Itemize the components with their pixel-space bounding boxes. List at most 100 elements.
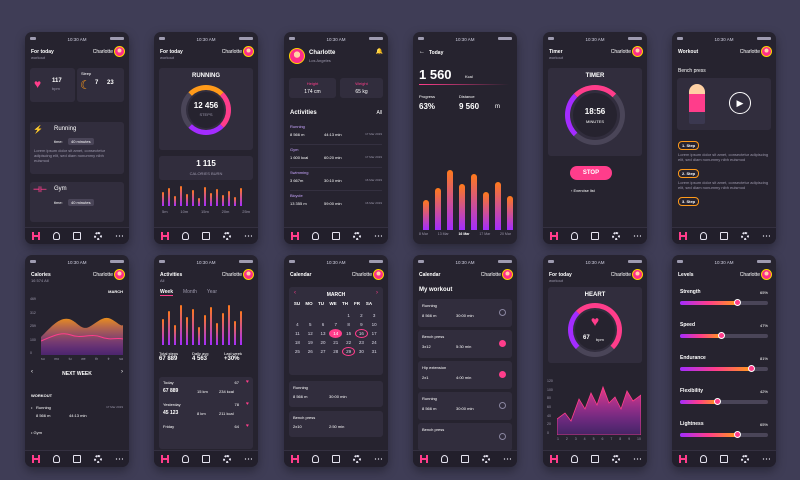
user-icon[interactable] <box>311 455 319 463</box>
calendar-day[interactable]: 27 <box>320 349 326 354</box>
sleep-card[interactable]: Sleep ☾ 7 23 <box>77 68 124 102</box>
calendar-day[interactable]: 15 <box>346 331 352 336</box>
avatar[interactable] <box>114 269 125 280</box>
level-slider[interactable] <box>680 299 768 306</box>
avatar[interactable] <box>114 46 125 57</box>
fitness-icon[interactable] <box>678 232 687 240</box>
event-card[interactable]: Bench press 2x10 2:50 min <box>289 411 383 437</box>
calendar-icon[interactable] <box>72 455 81 463</box>
list-item[interactable]: • Running 17 Mar 2019 8 566 m 44:13 min <box>31 405 123 418</box>
calendar-day[interactable]: 18 <box>294 340 300 345</box>
gear-icon[interactable] <box>352 232 361 240</box>
gym-card[interactable]: ⊣⊢ Gym time: 40 minutes <box>30 182 124 222</box>
more-icon[interactable] <box>243 235 252 237</box>
more-icon[interactable] <box>761 235 770 237</box>
list-item[interactable]: Running 8 566 m 30:00 min <box>418 299 512 327</box>
fitness-icon[interactable] <box>549 455 558 463</box>
user-icon[interactable] <box>181 232 189 240</box>
avatar[interactable] <box>373 269 384 280</box>
calendar-icon[interactable] <box>72 232 81 240</box>
list-item[interactable]: Bench press <box>418 423 512 451</box>
more-icon[interactable] <box>632 458 641 460</box>
stop-button[interactable]: STOP <box>570 166 612 180</box>
avatar[interactable] <box>761 46 772 57</box>
step-3[interactable]: 3. Step <box>678 197 700 206</box>
calendar-day[interactable]: 19 <box>307 340 313 345</box>
calendar-icon[interactable] <box>331 232 340 240</box>
slider-handle[interactable] <box>718 332 726 339</box>
user-icon[interactable] <box>181 455 189 463</box>
calendar-day[interactable]: 31 <box>371 349 377 354</box>
next-month-arrow[interactable]: › <box>376 290 378 296</box>
calendar-day[interactable]: 23 <box>358 340 364 345</box>
level-slider[interactable] <box>680 431 768 438</box>
avatar[interactable] <box>632 269 643 280</box>
checkbox[interactable] <box>499 309 506 316</box>
gear-icon[interactable] <box>611 455 620 463</box>
heart-rate-card[interactable]: ♥ 117 bpm <box>30 68 75 102</box>
level-slider[interactable] <box>680 365 768 372</box>
calendar-icon[interactable] <box>590 232 599 240</box>
list-item[interactable]: • Gym <box>31 430 42 435</box>
fitness-icon[interactable] <box>31 232 40 240</box>
more-icon[interactable] <box>114 235 123 237</box>
checkbox[interactable] <box>499 340 506 347</box>
play-icon[interactable]: ▶ <box>729 92 751 114</box>
user-icon[interactable] <box>52 232 60 240</box>
calendar-day[interactable]: 25 <box>294 349 300 354</box>
back-arrow-icon[interactable]: ← <box>419 49 425 55</box>
list-item[interactable]: Running 8 566 m 44:13 min 17 Mar 2019 <box>290 122 382 145</box>
checkbox[interactable] <box>499 433 506 440</box>
calendar-day[interactable]: 28 <box>333 349 339 354</box>
more-icon[interactable] <box>373 458 382 460</box>
slider-handle[interactable] <box>734 299 742 306</box>
user-icon[interactable] <box>311 232 319 240</box>
list-item[interactable]: Friday 64 ♥ <box>163 423 249 429</box>
fitness-icon[interactable] <box>290 455 299 463</box>
fitness-icon[interactable] <box>160 232 169 240</box>
calendar-day[interactable]: 24 <box>371 340 377 345</box>
calendar-day[interactable]: 4 <box>296 322 299 327</box>
event-card[interactable]: Running 8 566 m 30:00 min <box>289 381 383 407</box>
user-icon[interactable] <box>699 455 707 463</box>
calendar-icon[interactable] <box>719 455 728 463</box>
slider-handle[interactable] <box>734 431 742 438</box>
avatar[interactable] <box>289 48 305 64</box>
fitness-icon[interactable] <box>678 455 687 463</box>
running-card[interactable]: ⚡ Running time: 40 minutes Lorem ipsum d… <box>30 122 124 174</box>
user-icon[interactable] <box>570 232 578 240</box>
tab-year[interactable]: Year <box>206 289 217 295</box>
avatar[interactable] <box>761 269 772 280</box>
calendar-day[interactable]: 17 <box>371 331 377 336</box>
calendar-icon[interactable] <box>719 232 728 240</box>
gear-icon[interactable] <box>481 455 490 463</box>
list-item[interactable]: Swimming 3 667m 30:10 min 16 Mar 2019 <box>290 168 382 191</box>
avatar[interactable] <box>243 46 254 57</box>
more-icon[interactable] <box>502 458 511 460</box>
user-icon[interactable] <box>440 455 448 463</box>
list-item[interactable]: Gym 1 600 kcal 60:20 min 17 Mar 2019 <box>290 145 382 168</box>
calendar-icon[interactable] <box>201 455 210 463</box>
more-icon[interactable] <box>114 458 123 460</box>
calendar-day[interactable]: 11 <box>295 331 300 336</box>
calendar-day[interactable]: 14 <box>329 329 343 338</box>
user-icon[interactable] <box>52 455 60 463</box>
gear-icon[interactable] <box>222 455 231 463</box>
user-icon[interactable] <box>570 455 578 463</box>
calendar-icon[interactable] <box>590 455 599 463</box>
level-slider[interactable] <box>680 398 768 405</box>
more-icon[interactable] <box>761 458 770 460</box>
user-icon[interactable] <box>699 232 707 240</box>
tab-month[interactable]: Month <box>182 289 197 295</box>
step-1[interactable]: 1. Step <box>678 141 700 150</box>
video-card[interactable]: ▶ <box>677 78 771 130</box>
prev-week-arrow[interactable]: ‹ <box>31 369 33 375</box>
avatar[interactable] <box>502 269 513 280</box>
calendar-day[interactable]: 10 <box>371 322 377 327</box>
list-item[interactable]: Bench press 3x12 5:30 min <box>418 330 512 358</box>
gear-icon[interactable] <box>352 455 361 463</box>
calendar-day[interactable]: 7 <box>334 322 338 327</box>
calendar-day[interactable]: 30 <box>358 349 364 354</box>
calendar-icon[interactable] <box>331 455 340 463</box>
calendar-day[interactable]: 3 <box>372 313 376 318</box>
